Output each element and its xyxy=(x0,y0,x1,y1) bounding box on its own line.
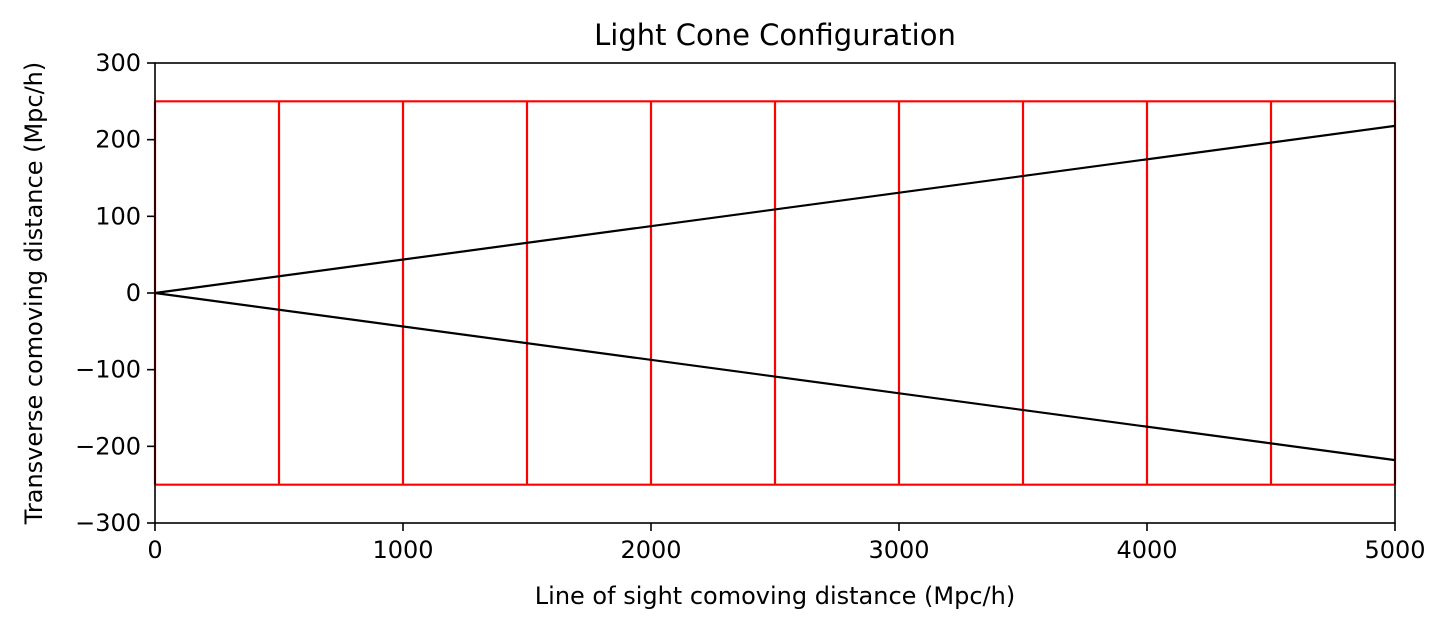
x-tick-label: 2000 xyxy=(620,536,681,564)
chart-title: Light Cone Configuration xyxy=(594,18,956,52)
x-axis: 0 1000 2000 3000 4000 5000 xyxy=(147,523,1426,564)
y-tick-label: 100 xyxy=(95,202,141,230)
y-axis-label: Transverse comoving distance (Mpc/h) xyxy=(20,62,48,526)
y-tick-label: 300 xyxy=(95,49,141,77)
y-axis: 300 200 100 0 −100 −200 −300 xyxy=(75,49,155,537)
y-tick-label: −100 xyxy=(75,356,141,384)
x-tick-label: 0 xyxy=(147,536,162,564)
cone-lower-line xyxy=(154,291,1396,462)
cone-upper-line xyxy=(154,124,1396,295)
y-tick-label: 0 xyxy=(126,279,141,307)
x-tick-label: 5000 xyxy=(1364,536,1425,564)
x-tick-label: 1000 xyxy=(372,536,433,564)
x-axis-label: Line of sight comoving distance (Mpc/h) xyxy=(535,582,1015,610)
x-tick-label: 3000 xyxy=(868,536,929,564)
y-tick-label: 200 xyxy=(95,126,141,154)
y-tick-label: −200 xyxy=(75,432,141,460)
plot-area xyxy=(153,100,1397,486)
y-tick-label: −300 xyxy=(75,509,141,537)
x-tick-label: 4000 xyxy=(1116,536,1177,564)
